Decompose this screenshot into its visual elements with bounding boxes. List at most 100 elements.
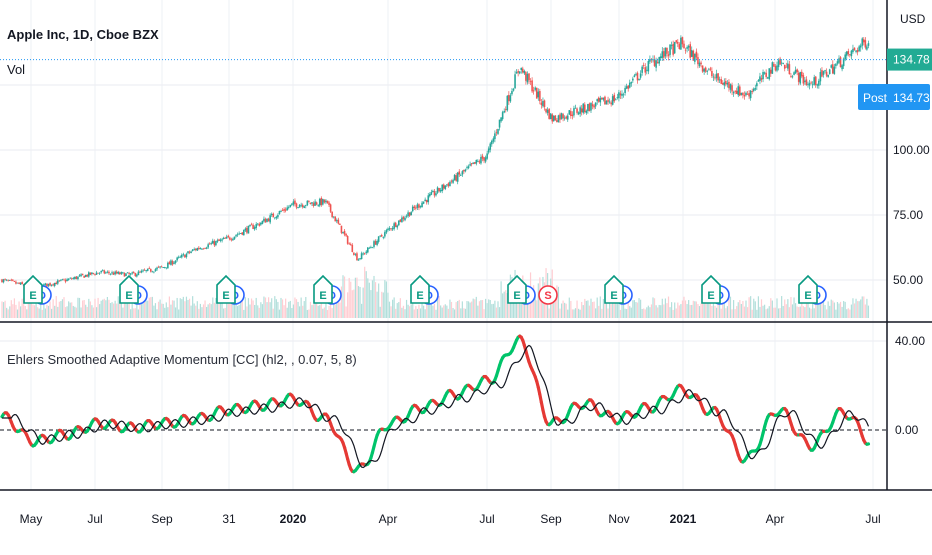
volume-bar — [798, 307, 799, 318]
candle-body — [613, 95, 615, 101]
candle-body — [593, 106, 595, 108]
candle-body — [338, 220, 340, 224]
candle-body — [761, 78, 763, 80]
candle-body — [686, 47, 688, 49]
candle-body — [353, 253, 355, 255]
volume-bar — [253, 300, 254, 318]
candle-body — [181, 255, 183, 257]
volume-bar — [669, 307, 670, 318]
volume-bar — [138, 310, 139, 318]
volume-bar — [697, 304, 698, 318]
volume-bar — [118, 296, 119, 318]
candle-body — [207, 244, 209, 247]
volume-bar — [758, 296, 759, 318]
volume-bar — [265, 297, 266, 318]
earnings-badge-text: E — [416, 290, 423, 302]
volume-bar — [480, 300, 481, 318]
volume-label[interactable]: Vol — [7, 62, 25, 77]
candle-body — [733, 92, 735, 93]
time-tick-label: Sep — [151, 512, 173, 526]
volume-bar — [156, 309, 157, 318]
volume-bar — [459, 300, 460, 318]
volume-bar — [181, 299, 182, 318]
symbol-title[interactable]: Apple Inc, 1D, Cboe BZX — [7, 27, 159, 42]
candle-body — [300, 205, 302, 206]
candle-body — [510, 95, 512, 101]
candle-body — [359, 258, 361, 259]
candle-body — [434, 191, 436, 196]
candle-body — [167, 263, 169, 268]
candle-body — [269, 215, 271, 222]
volume-bar — [559, 309, 560, 318]
candle-body — [680, 38, 682, 50]
volume-bar — [465, 309, 466, 318]
volume-bar — [346, 306, 347, 318]
currency-label: USD — [900, 12, 926, 26]
candle-body — [513, 89, 515, 91]
volume-bar — [752, 310, 753, 318]
candle-body — [251, 224, 253, 225]
volume-bar — [220, 302, 221, 318]
candle-body — [832, 64, 834, 73]
candle-body — [235, 235, 237, 236]
candle-body — [176, 258, 178, 261]
volume-bar — [857, 301, 858, 318]
candle-body — [590, 103, 592, 111]
split-marker[interactable]: S — [539, 286, 557, 304]
candle-body — [381, 235, 383, 236]
candle-body — [646, 70, 648, 71]
volume-bar — [812, 303, 813, 318]
volume-bar — [759, 307, 760, 318]
volume-bar — [173, 301, 174, 318]
candle-body — [107, 272, 109, 273]
volume-bar — [477, 306, 478, 318]
volume-bar — [321, 302, 322, 318]
volume-bar — [370, 290, 371, 318]
candle-body — [286, 207, 288, 210]
candle-body — [200, 248, 202, 249]
candle-body — [654, 59, 656, 66]
volume-bar — [488, 299, 489, 318]
candle-body — [113, 273, 115, 275]
volume-bar — [454, 309, 455, 318]
candle-body — [234, 237, 236, 240]
candle-body — [409, 212, 411, 215]
candle-body — [592, 104, 594, 106]
candle-body — [799, 72, 801, 84]
volume-bar — [803, 306, 804, 318]
candle-body — [765, 73, 767, 77]
candle-body — [728, 82, 730, 88]
candle-body — [657, 62, 659, 63]
volume-bar — [170, 305, 171, 318]
candle-body — [722, 83, 724, 84]
candle-body — [210, 243, 212, 244]
candle-body — [623, 94, 625, 95]
volume-bar — [147, 301, 148, 318]
volume-bar — [601, 309, 602, 318]
candle-body — [637, 73, 639, 80]
candle-body — [731, 85, 733, 91]
candle-body — [507, 96, 509, 111]
volume-bar — [201, 307, 202, 318]
candle-body — [773, 64, 775, 66]
volume-bar — [102, 300, 103, 318]
candle-body — [617, 97, 619, 98]
candle-body — [505, 109, 507, 110]
volume-bar — [401, 308, 402, 318]
candle-body — [100, 271, 102, 272]
candle-body — [294, 201, 296, 204]
candle-body — [429, 194, 431, 196]
candle-body — [744, 95, 746, 96]
volume-bar — [142, 301, 143, 318]
candle-body — [147, 269, 149, 271]
volume-bar — [256, 298, 257, 318]
indicator-title[interactable]: Ehlers Smoothed Adaptive Momentum [CC] (… — [7, 352, 357, 367]
volume-bar — [358, 286, 359, 318]
volume-bar — [680, 304, 681, 318]
candle-body — [426, 200, 428, 202]
volume-bar — [721, 309, 722, 318]
candle-body — [201, 249, 203, 250]
volume-bar — [39, 309, 40, 318]
last-price-value: 134.78 — [893, 53, 930, 67]
